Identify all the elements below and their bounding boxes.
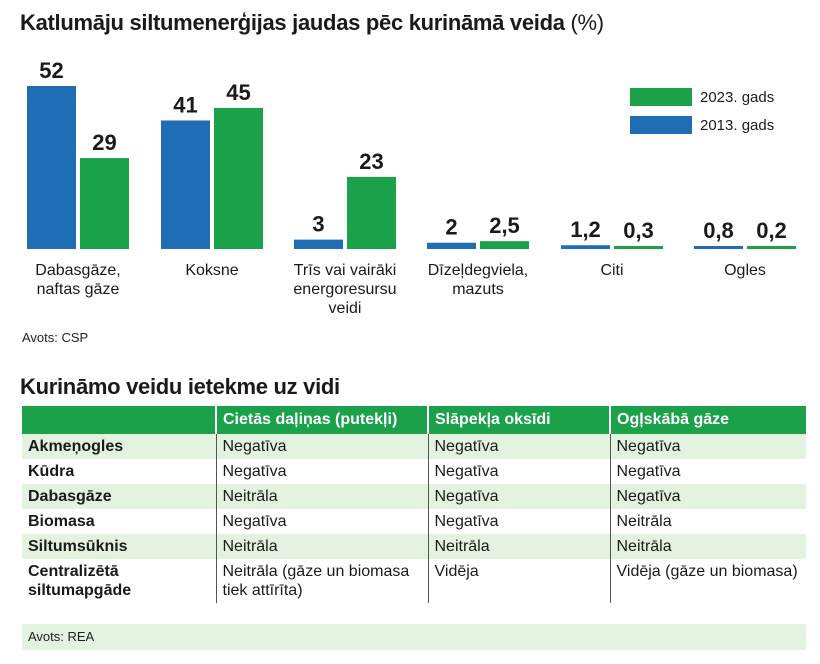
category-label: Dīzeļdegviela, <box>428 262 529 279</box>
table-cell: Neitrāla <box>215 534 428 559</box>
row-label: Dabasgāze <box>22 484 216 509</box>
data-label: 1,2 <box>570 217 601 242</box>
table-row: Centralizētā siltumapgāde Neitrāla (gāze… <box>22 559 806 603</box>
bar-2023 <box>214 107 263 249</box>
legend-label: 2023. gads <box>700 89 774 106</box>
category-label: naftas gāze <box>37 281 120 298</box>
bar-2013 <box>694 246 743 249</box>
table-cell: Neitrāla <box>427 534 610 559</box>
table-cell: Neitrāla <box>609 534 806 559</box>
data-label: 0,8 <box>703 218 734 243</box>
bar-2013 <box>27 86 76 249</box>
bar-chart: 52 29 Dabasgāze, naftas gāze 41 45 Koksne 3 23 Tr… <box>27 58 796 317</box>
bar-2013 <box>161 120 210 249</box>
impact-table: Cietās daļiņas (putekļi) Slāpekļa oksīdi… <box>22 406 806 603</box>
category-label: Ogles <box>724 262 766 279</box>
legend-label: 2013. gads <box>700 117 774 134</box>
table-row: Dabasgāze Neitrāla Negatīva Negatīva <box>22 484 806 509</box>
row-label: Kūdra <box>22 459 216 484</box>
table-cell: Negatīva <box>609 434 806 459</box>
table-row: Siltumsūknis Neitrāla Neitrāla Neitrāla <box>22 534 806 559</box>
table-row: Biomasa Negatīva Negatīva Neitrāla <box>22 509 806 534</box>
bar-2023 <box>347 176 396 249</box>
row-label: Siltumsūknis <box>22 534 216 559</box>
table-cell: Vidēja (gāze un biomasa) <box>609 559 806 603</box>
bar-2013 <box>294 239 343 249</box>
data-label: 29 <box>92 130 116 155</box>
bar-2023 <box>80 158 129 249</box>
category-label: mazuts <box>452 281 504 298</box>
table-cell: Vidēja <box>427 559 610 603</box>
table-header-particles: Cietās daļiņas (putekļi) <box>215 406 428 434</box>
bar-2023 <box>480 241 529 249</box>
chart-title-unit: (%) <box>570 10 605 35</box>
category-label: Koksne <box>185 262 238 279</box>
row-label: Centralizētā siltumapgāde <box>22 559 216 603</box>
data-label: 0,3 <box>623 218 654 243</box>
chart-title: Katlumāju siltumenerģijas jaudas pēc kur… <box>20 10 604 36</box>
table-cell: Negatīva <box>427 434 610 459</box>
data-label: 45 <box>226 80 250 105</box>
legend-swatch <box>630 88 692 106</box>
data-label: 23 <box>359 149 383 174</box>
table-cell: Neitrāla (gāze un biomasa tiek attīrīta) <box>215 559 428 603</box>
table-cell: Neitrāla <box>215 484 428 509</box>
table-source: Avots: REA <box>28 629 95 644</box>
table-cell: Negatīva <box>215 434 428 459</box>
category-label: veidi <box>329 300 362 317</box>
bar-2023 <box>614 246 663 249</box>
table-header-carbon-dioxide: Ogļskābā gāze <box>609 406 806 434</box>
table-cell: Negatīva <box>215 459 428 484</box>
table-row: Kūdra Negatīva Negatīva Negatīva <box>22 459 806 484</box>
bar-2023 <box>747 246 796 249</box>
category-label: Trīs vai vairāki <box>294 262 397 279</box>
table-title: Kurināmo veidu ietekme uz vidi <box>20 374 340 399</box>
table-cell: Negatīva <box>427 509 610 534</box>
data-label: 2 <box>445 215 457 240</box>
category-label: Dabasgāze, <box>35 262 120 279</box>
table-cell: Neitrāla <box>609 509 806 534</box>
table-cell: Negatīva <box>427 459 610 484</box>
data-label: 2,5 <box>489 213 520 238</box>
data-label: 41 <box>173 92 197 117</box>
table-cell: Negatīva <box>609 459 806 484</box>
table-cell: Negatīva <box>215 509 428 534</box>
data-label: 52 <box>39 58 63 83</box>
table-cell: Negatīva <box>609 484 806 509</box>
data-label: 3 <box>312 212 324 237</box>
bar-2013 <box>427 242 476 249</box>
table-cell: Negatīva <box>427 484 610 509</box>
row-label: Akmeņogles <box>22 434 216 459</box>
category-label: energoresursu <box>293 281 396 298</box>
bar-2013 <box>561 245 610 249</box>
table-header-corner <box>22 406 216 434</box>
table-row: Akmeņogles Negatīva Negatīva Negatīva <box>22 434 806 459</box>
chart-title-text: Katlumāju siltumenerģijas jaudas pēc kur… <box>20 10 565 35</box>
table-source-row: Avots: REA <box>22 624 806 650</box>
category-label: Citi <box>600 262 623 279</box>
data-label: 0,2 <box>756 218 787 243</box>
row-label: Biomasa <box>22 509 216 534</box>
table-header-nitrogen-oxides: Slāpekļa oksīdi <box>427 406 610 434</box>
legend-swatch <box>630 116 692 134</box>
table-header-row: Cietās daļiņas (putekļi) Slāpekļa oksīdi… <box>22 406 806 434</box>
chart-source: Avots: CSP <box>22 330 89 345</box>
